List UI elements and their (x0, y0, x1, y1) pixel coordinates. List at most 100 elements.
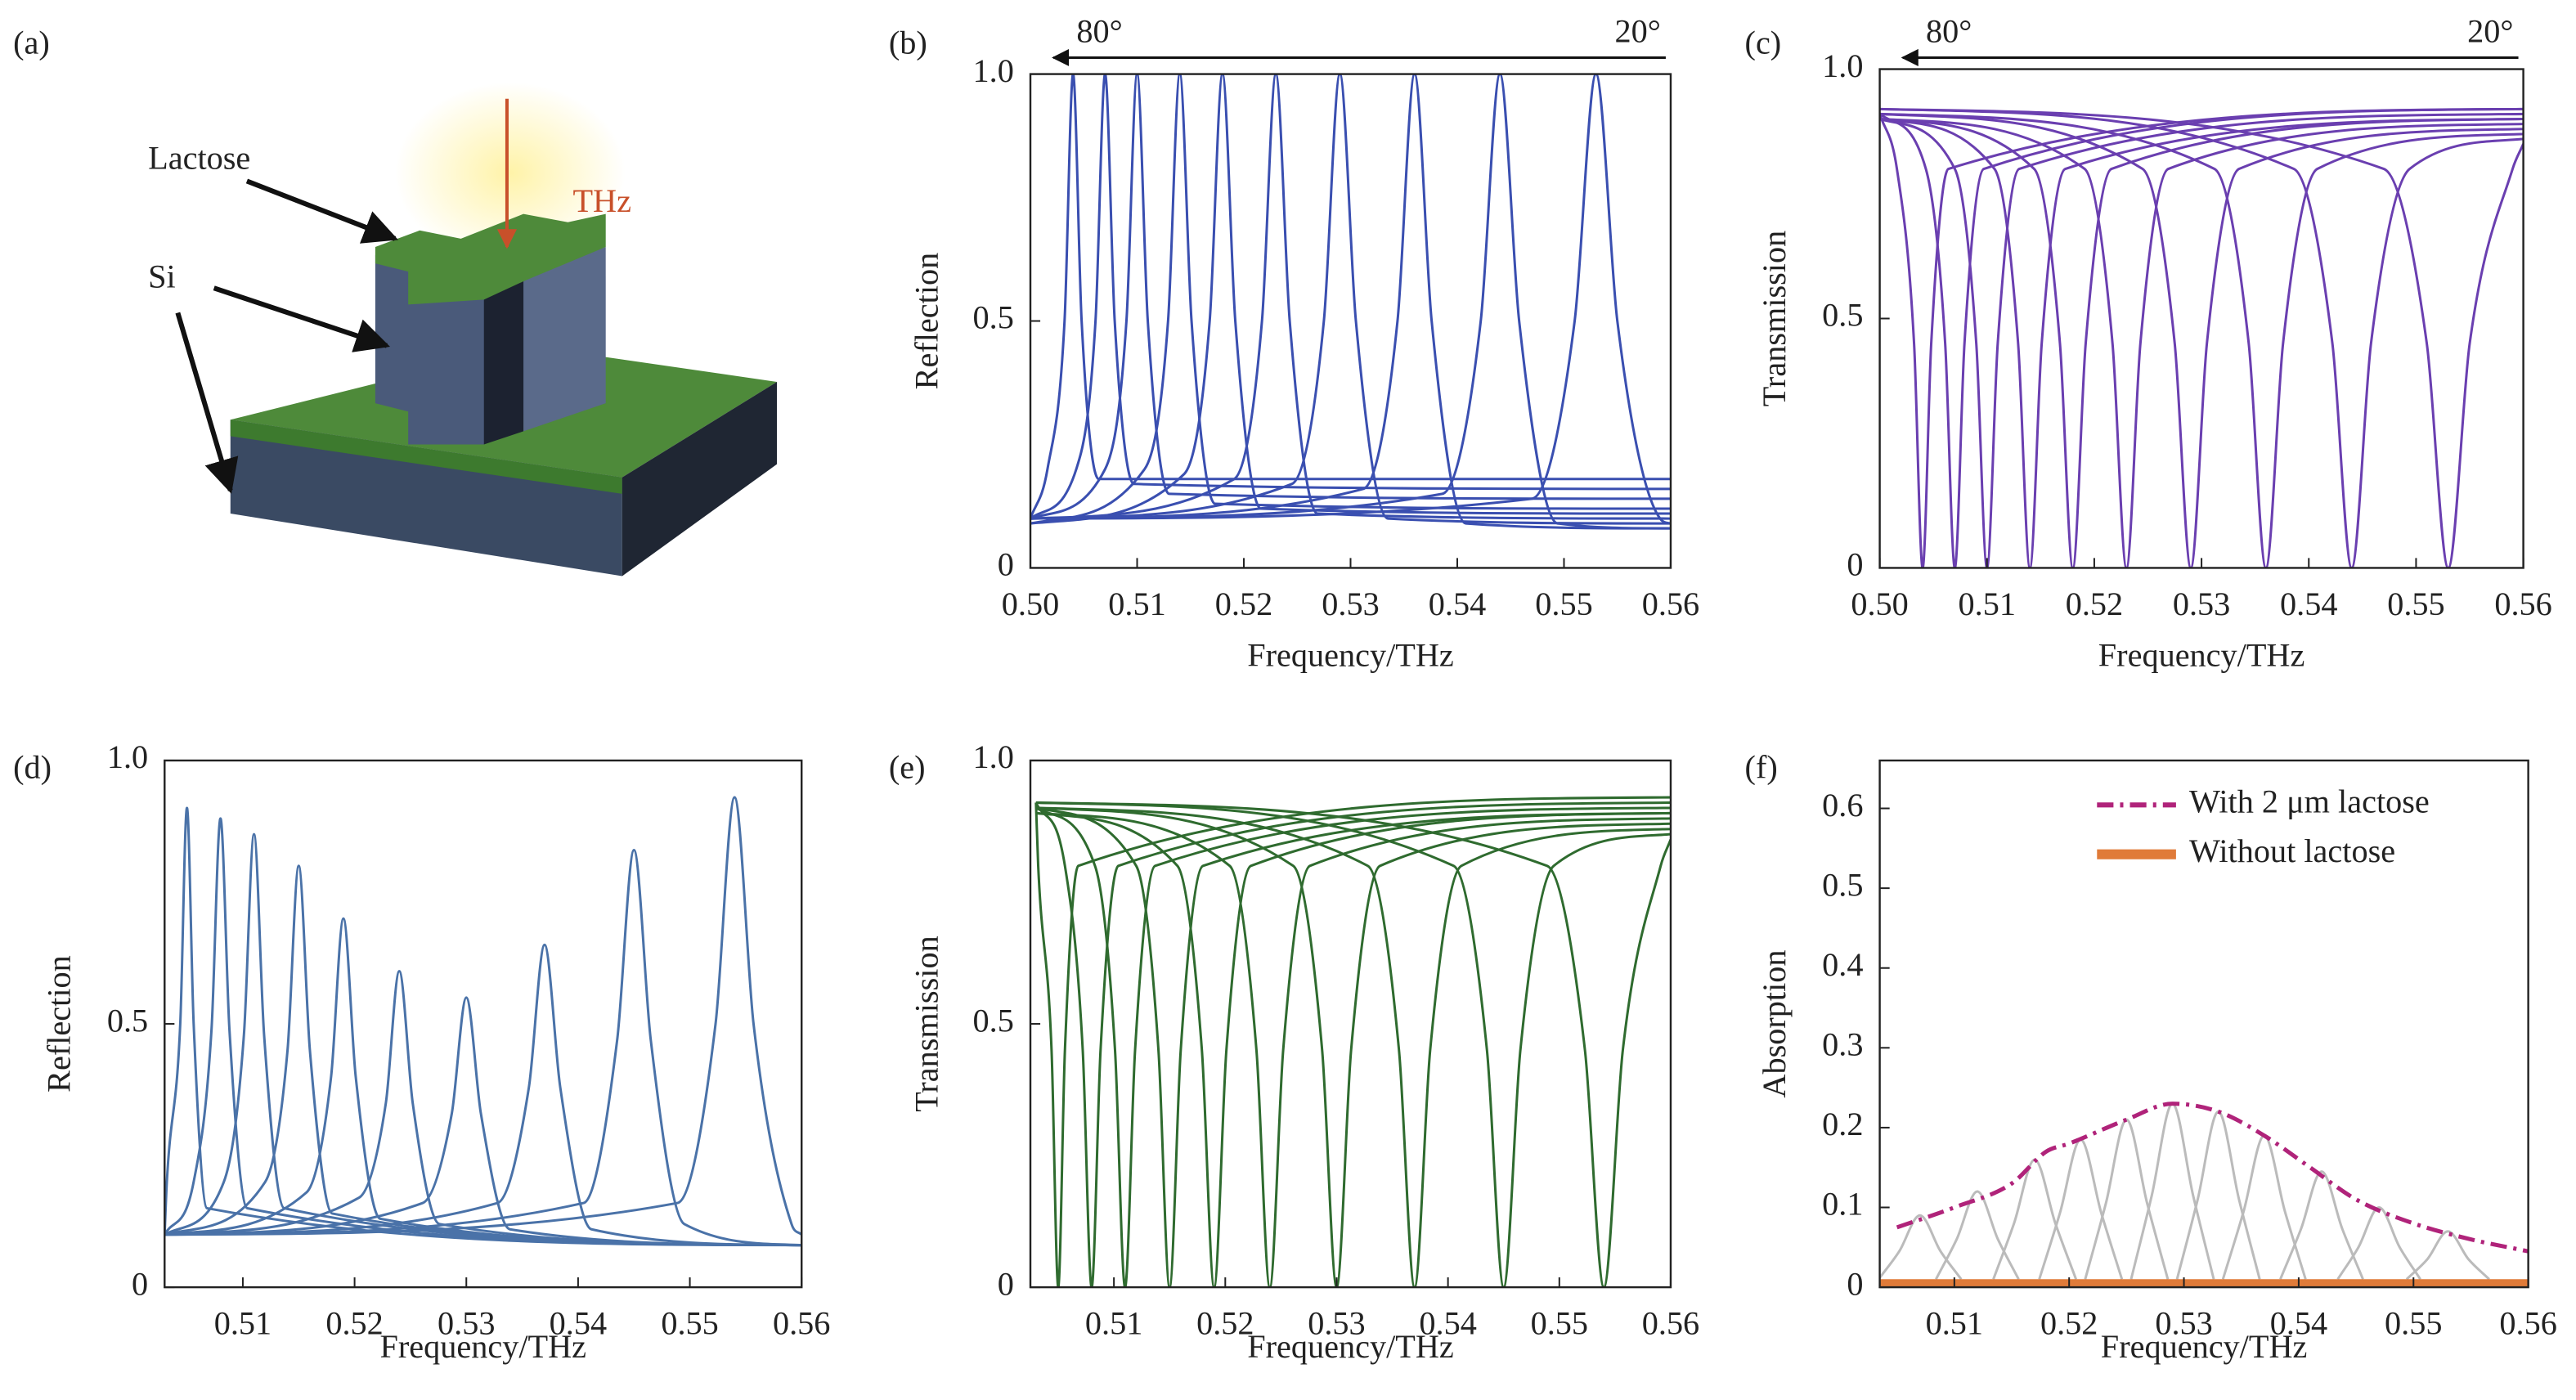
x-tick-label: 0.56 (1642, 586, 1699, 622)
beam-glow (395, 82, 626, 264)
series-line (1035, 806, 1671, 1288)
series-line (1030, 74, 1671, 530)
x-tick-label: 0.55 (2387, 586, 2444, 622)
x-tick-label: 0.55 (2385, 1305, 2442, 1342)
x-tick-label: 0.56 (773, 1305, 830, 1342)
panel-label: (d) (13, 748, 52, 785)
series-line (1879, 118, 2524, 568)
series-line (2279, 1170, 2364, 1280)
annotation: 80° (1926, 13, 1972, 50)
series-line (1035, 801, 1671, 1288)
chart-panel: 0.50 0.51 0.52 0.53 0.54 0.55 0.56 0 0.5 1.0 Frequ… (1745, 13, 2552, 674)
plot-frame (1029, 759, 1672, 1289)
series-line (1030, 74, 1671, 525)
series-line (1879, 107, 2524, 568)
x-tick-label: 0.56 (2494, 586, 2551, 622)
x-tick-label: 0.56 (1642, 1305, 1699, 1342)
series-line (1035, 811, 1671, 1288)
x-tick-label: 0.53 (2173, 586, 2230, 622)
panel-label: (e) (889, 748, 926, 785)
panel-label: (c) (1745, 25, 1782, 61)
y-tick-label: 0 (998, 546, 1014, 583)
y-tick-label: 1.0 (973, 738, 1014, 775)
pillar-arm (523, 246, 606, 432)
y-tick-label: 0 (1847, 1265, 1863, 1302)
series-line (2336, 1206, 2421, 1281)
y-tick-label: 0.5 (107, 1002, 148, 1039)
x-tick-label: 0.52 (2066, 586, 2123, 622)
x-tick-label: 0.55 (661, 1305, 718, 1342)
y-tick-label: 0 (1847, 546, 1863, 583)
series-line (164, 806, 802, 1247)
x-tick-label: 0.51 (1926, 1305, 1983, 1342)
thz-label: THz (572, 182, 631, 219)
pillar-side (483, 280, 524, 445)
series-line (1879, 112, 2524, 568)
x-tick-label: 0.54 (2270, 1305, 2327, 1342)
y-tick-label: 0.6 (1822, 787, 1863, 823)
y-tick-label: 0.5 (1822, 866, 1863, 903)
annotation: 80° (1076, 13, 1122, 50)
chart-panel: 0.51 0.52 0.53 0.54 0.55 0.56 0 0.5 1.0 Frequency… (13, 738, 830, 1365)
chart-panel: 0.51 0.52 0.53 0.54 0.55 0.56 0 0.5 1.0 Frequency… (889, 738, 1699, 1365)
series-line (1030, 74, 1671, 519)
series-line (1879, 1214, 1963, 1281)
series-line (1879, 118, 2524, 568)
y-tick-label: 1.0 (1822, 47, 1863, 84)
y-tick-label: 0.3 (1822, 1026, 1863, 1063)
x-tick-label: 0.55 (1535, 586, 1592, 622)
series-line (164, 832, 802, 1247)
series-line (164, 996, 802, 1247)
series-line (1035, 806, 1671, 1288)
pointer (175, 312, 239, 494)
x-tick-label: 0.51 (1959, 586, 2016, 622)
series-line (1030, 74, 1671, 525)
x-tick-label: 0.51 (1108, 586, 1165, 622)
series-line (1035, 811, 1671, 1288)
x-tick-label: 0.52 (2040, 1305, 2098, 1342)
x-tick-label: 0.51 (1085, 1305, 1142, 1342)
series-line (164, 848, 802, 1247)
panel-label: (b) (889, 25, 927, 61)
plot-frame (1878, 759, 2529, 1289)
legend-label: With 2 μm lactose (2189, 783, 2430, 820)
lactose-label: Lactose (148, 140, 250, 177)
series-line (1030, 74, 1671, 520)
series-line (1035, 806, 1671, 1288)
chart-panel: 0.50 0.51 0.52 0.53 0.54 0.55 0.56 0 0.5 1.0 Frequ… (889, 13, 1699, 674)
annotation: 20° (1615, 13, 1661, 50)
y-tick-label: 0 (132, 1265, 148, 1302)
x-tick-label: 0.53 (2155, 1305, 2212, 1342)
series-line (164, 970, 802, 1247)
series-line (1035, 806, 1671, 1288)
series-line (164, 817, 802, 1247)
x-tick-label: 0.55 (1531, 1305, 1588, 1342)
x-tick-label: 0.52 (1215, 586, 1272, 622)
y-axis-label: Transmission (908, 936, 945, 1111)
y-tick-label: 0.4 (1822, 946, 1863, 983)
series-line (1992, 1158, 2078, 1280)
annotation: 20° (2467, 13, 2513, 50)
x-axis-label: Frequency/THz (2098, 636, 2305, 673)
panel-label: (f) (1745, 748, 1778, 785)
y-tick-label: 0.5 (973, 299, 1014, 336)
series-line (1935, 1190, 2020, 1281)
si-label: Si (148, 258, 176, 294)
x-tick-label: 0.50 (1851, 586, 1908, 622)
y-tick-label: 0.1 (1822, 1186, 1863, 1223)
x-tick-label: 0.52 (1196, 1305, 1254, 1342)
y-axis-label: Reflection (908, 253, 945, 390)
series-line (2405, 1230, 2490, 1281)
pointer (245, 178, 399, 244)
legend-label: Without lactose (2189, 832, 2395, 869)
x-axis-label: Frequency/THz (379, 1328, 586, 1365)
series-line (1034, 801, 1671, 1288)
series-line (164, 917, 802, 1247)
x-tick-label: 0.53 (438, 1305, 495, 1342)
y-axis-label: Reflection (41, 955, 78, 1093)
y-tick-label: 0.2 (1822, 1106, 1863, 1142)
panel-a: (a) THz Lactose Si (13, 25, 778, 577)
plot-frame (164, 759, 803, 1289)
x-axis-label: Frequency/THz (1247, 636, 1454, 673)
